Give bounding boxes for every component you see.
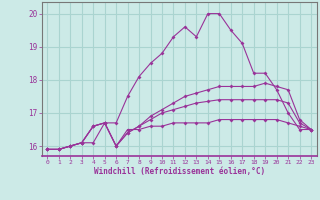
X-axis label: Windchill (Refroidissement éolien,°C): Windchill (Refroidissement éolien,°C) <box>94 167 265 176</box>
